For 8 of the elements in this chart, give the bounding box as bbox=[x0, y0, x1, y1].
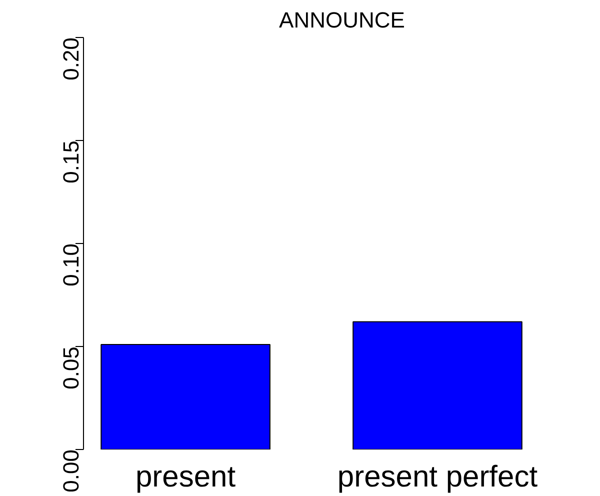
chart-title: ANNOUNCE bbox=[279, 8, 405, 32]
x-tick-label: present bbox=[136, 460, 236, 494]
y-tick-label: 0.00 bbox=[58, 449, 84, 492]
x-tick-label: present perfect bbox=[337, 460, 538, 494]
y-tick-label: 0.15 bbox=[58, 140, 84, 184]
y-tick-label: 0.10 bbox=[58, 243, 84, 286]
y-tick-label: 0.20 bbox=[58, 37, 84, 80]
y-tick-label: 0.05 bbox=[58, 346, 84, 390]
